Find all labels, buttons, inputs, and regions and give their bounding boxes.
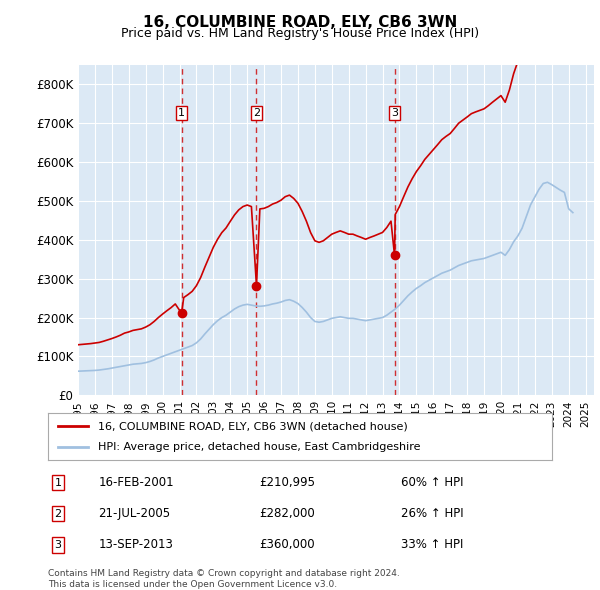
Text: 2: 2 xyxy=(55,509,62,519)
Text: 26% ↑ HPI: 26% ↑ HPI xyxy=(401,507,463,520)
Text: 60% ↑ HPI: 60% ↑ HPI xyxy=(401,476,463,489)
Text: 21-JUL-2005: 21-JUL-2005 xyxy=(98,507,170,520)
Text: 2: 2 xyxy=(253,108,260,118)
Text: 13-SEP-2013: 13-SEP-2013 xyxy=(98,538,173,551)
Text: Contains HM Land Registry data © Crown copyright and database right 2024.
This d: Contains HM Land Registry data © Crown c… xyxy=(48,569,400,589)
Text: 33% ↑ HPI: 33% ↑ HPI xyxy=(401,538,463,551)
Text: 16-FEB-2001: 16-FEB-2001 xyxy=(98,476,174,489)
Text: 1: 1 xyxy=(178,108,185,118)
Text: 16, COLUMBINE ROAD, ELY, CB6 3WN (detached house): 16, COLUMBINE ROAD, ELY, CB6 3WN (detach… xyxy=(98,421,408,431)
Text: Price paid vs. HM Land Registry's House Price Index (HPI): Price paid vs. HM Land Registry's House … xyxy=(121,27,479,40)
Text: 1: 1 xyxy=(55,477,62,487)
Text: £210,995: £210,995 xyxy=(260,476,316,489)
Text: 16, COLUMBINE ROAD, ELY, CB6 3WN: 16, COLUMBINE ROAD, ELY, CB6 3WN xyxy=(143,15,457,30)
Text: 3: 3 xyxy=(391,108,398,118)
Text: 3: 3 xyxy=(55,540,62,550)
Text: £360,000: £360,000 xyxy=(260,538,316,551)
Text: HPI: Average price, detached house, East Cambridgeshire: HPI: Average price, detached house, East… xyxy=(98,442,421,452)
Text: £282,000: £282,000 xyxy=(260,507,316,520)
